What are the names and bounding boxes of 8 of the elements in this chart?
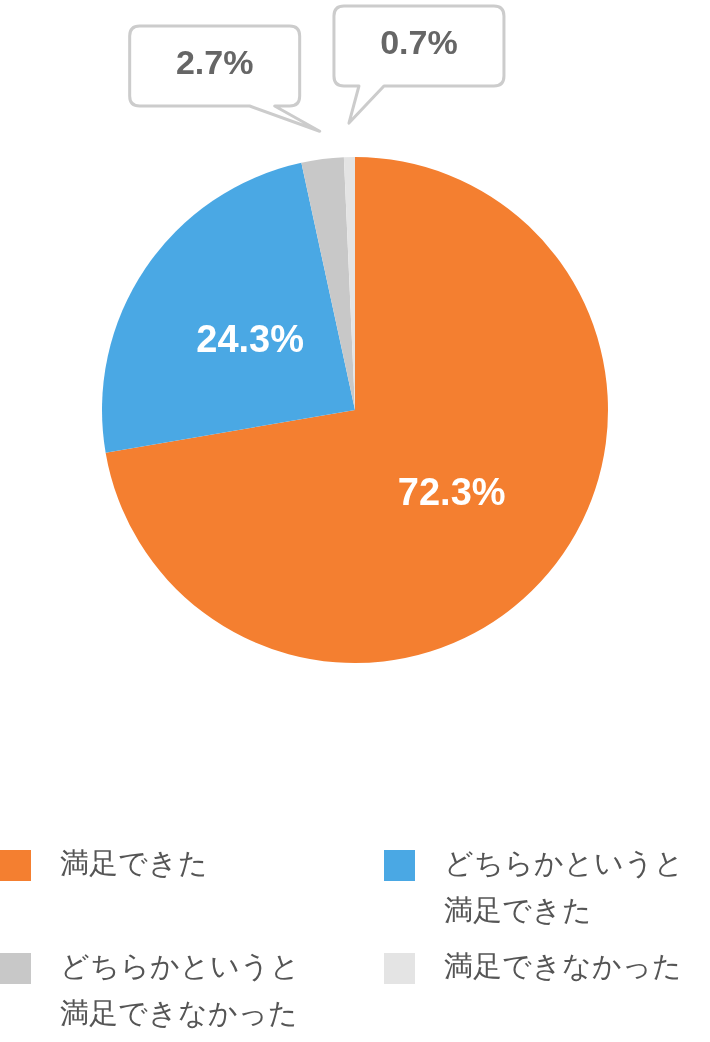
legend-label: どちらかというと満足できた: [444, 845, 685, 929]
legend-label: 満足できなかった: [444, 948, 683, 985]
legend-label: どちらかというと満足できなかった: [60, 948, 301, 1032]
legend-label: 満足できた: [60, 845, 209, 882]
data-label: 72.3%: [397, 470, 506, 513]
data-label: 2.7%: [175, 43, 254, 81]
data-label: 0.7%: [380, 23, 458, 61]
data-label: 24.3%: [196, 318, 305, 361]
